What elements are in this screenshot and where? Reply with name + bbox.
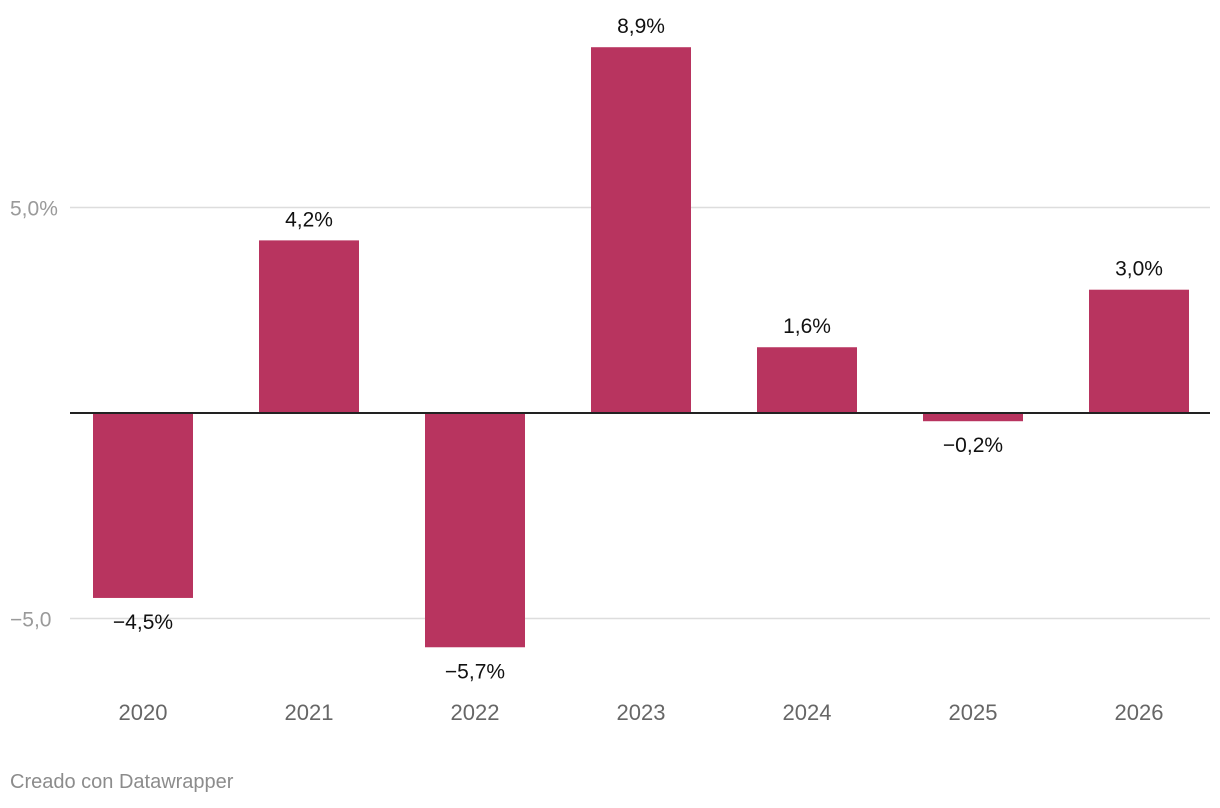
data-label-2021: 4,2% <box>285 208 333 231</box>
x-tick-label-2026: 2026 <box>1115 700 1164 725</box>
data-label-2023: 8,9% <box>617 15 665 38</box>
data-label-2025: −0,2% <box>943 434 1003 457</box>
data-labels: −4,5% 4,2% −5,7% 8,9% 1,6% −0,2% 3,0% <box>113 15 1163 683</box>
bar-2020 <box>93 413 193 598</box>
data-label-2024: 1,6% <box>783 315 831 338</box>
x-tick-label-2025: 2025 <box>949 700 998 725</box>
y-axis-labels: 5,0% −5,0 <box>10 198 58 632</box>
bar-2022 <box>425 413 525 648</box>
data-label-2026: 3,0% <box>1115 258 1163 281</box>
x-tick-label-2023: 2023 <box>617 700 666 725</box>
y-tick-label-0: 5,0% <box>10 198 58 221</box>
x-tick-label-2024: 2024 <box>783 700 832 725</box>
bars <box>93 47 1189 648</box>
data-label-2022: −5,7% <box>445 660 505 683</box>
credit-text: Creado con Datawrapper <box>10 771 234 793</box>
x-tick-label-2020: 2020 <box>119 700 168 725</box>
bar-2024 <box>757 347 857 413</box>
y-tick-label-1: −5,0 <box>10 609 51 632</box>
x-tick-label-2022: 2022 <box>451 700 500 725</box>
bar-2026 <box>1089 289 1189 413</box>
x-tick-label-2021: 2021 <box>285 700 334 725</box>
x-axis-labels: 2020 2021 2022 2023 2024 2025 2026 <box>119 700 1164 725</box>
bar-2023 <box>591 47 691 414</box>
bar-2021 <box>259 240 359 413</box>
data-label-2020: −4,5% <box>113 611 173 634</box>
bar-2025 <box>923 413 1023 422</box>
